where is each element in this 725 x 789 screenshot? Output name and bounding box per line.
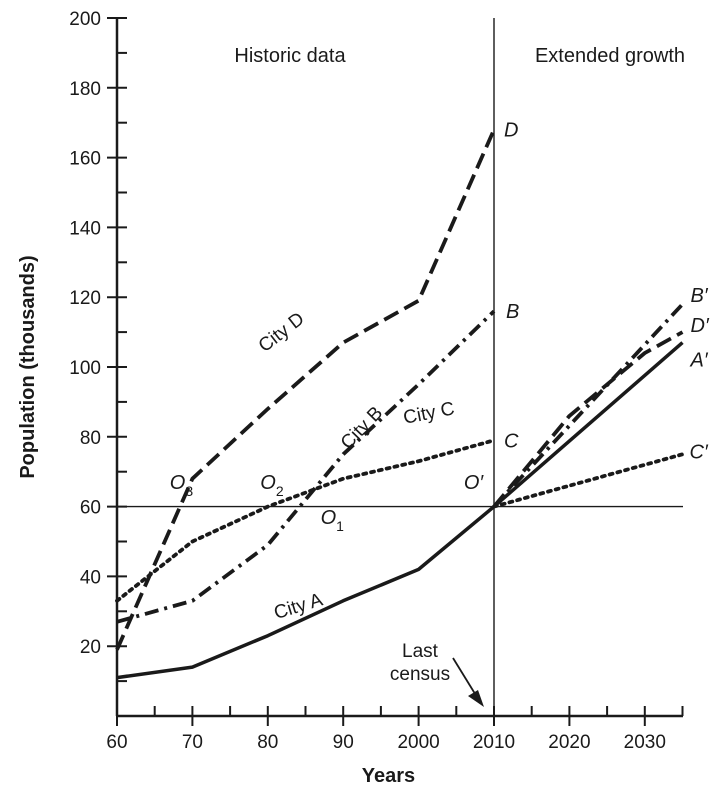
series-name-label: City C [402, 398, 457, 428]
y-tick-label: 200 [69, 9, 101, 30]
end-point-label: B [506, 301, 519, 323]
last-census-label: census [390, 664, 450, 685]
x-tick-label: 2020 [548, 732, 590, 753]
last-census-arrow [452, 657, 478, 698]
x-tick-label: 2030 [624, 732, 666, 753]
y-tick-label: 40 [80, 567, 101, 588]
extended-growth-label: Extended growth [535, 45, 685, 67]
series-line [115, 128, 496, 651]
origin-label: O1 [321, 507, 345, 534]
y-tick-label: 140 [69, 218, 101, 239]
end-point-label: D [504, 120, 518, 142]
last-census-arrowhead [468, 690, 484, 707]
y-tick-label: 20 [80, 637, 101, 658]
series-line [116, 309, 496, 624]
x-tick-label: 2010 [473, 732, 515, 753]
series-line [116, 505, 496, 680]
x-tick-label: 80 [257, 732, 278, 753]
origin-label: O2 [260, 472, 284, 499]
end-point-label: C [504, 430, 519, 452]
y-axis-title: Population (thousands) [17, 255, 39, 478]
series-name-label: City B [337, 403, 387, 454]
historic-data-label: Historic data [234, 45, 346, 67]
y-tick-label: 180 [69, 79, 101, 100]
projection-line [492, 302, 684, 508]
y-tick-label: 100 [69, 358, 101, 379]
y-tick-label: 120 [69, 288, 101, 309]
x-tick-label: 60 [106, 732, 127, 753]
y-tick-label: 60 [80, 498, 101, 519]
series-name-label: City D [255, 308, 309, 356]
projection-line [492, 341, 684, 508]
series-name-label: City A [272, 589, 326, 624]
x-tick-label: 2000 [397, 732, 439, 753]
projection-end-label: C′ [690, 441, 709, 463]
projection-end-label: D′ [691, 315, 710, 337]
last-census-label: Last [402, 641, 439, 662]
x-axis-title: Years [362, 765, 415, 787]
series-line [115, 438, 496, 603]
projection-end-label: A′ [690, 350, 709, 372]
y-tick-label: 80 [80, 428, 101, 449]
projection-end-label: B′ [691, 285, 709, 307]
y-tick-label: 160 [69, 149, 101, 170]
origin-label: O3 [170, 472, 194, 499]
x-tick-label: 90 [333, 732, 354, 753]
x-tick-label: 70 [182, 732, 203, 753]
projection-line [492, 452, 685, 509]
origin-label: O′ [464, 472, 485, 494]
projection-line [492, 330, 684, 508]
